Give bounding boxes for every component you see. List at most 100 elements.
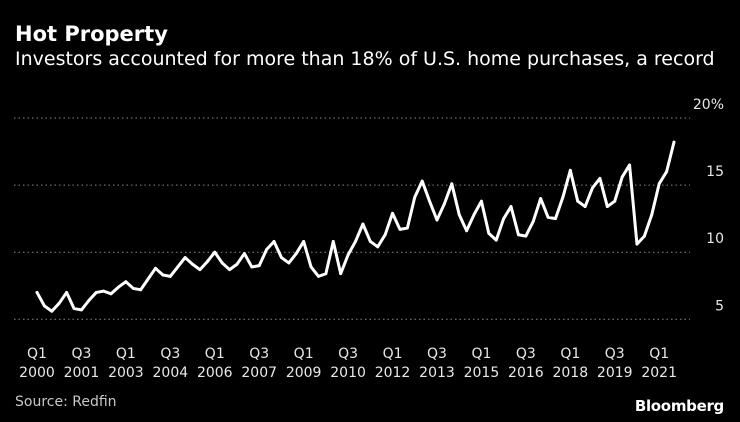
data-point: [420, 179, 424, 183]
x-tick-year-2021: 2021: [641, 365, 677, 381]
data-point: [531, 219, 535, 223]
x-tick-quarter-2007: Q3: [249, 346, 269, 362]
data-point: [117, 285, 120, 289]
chart-title: Hot Property: [15, 22, 168, 46]
x-tick-quarter-2021: Q1: [649, 346, 669, 362]
data-point: [517, 233, 520, 237]
data-point: [80, 308, 83, 312]
y-tick-label-20: 20%: [693, 97, 724, 113]
x-tick-year-2007: 2007: [241, 365, 277, 381]
data-point: [672, 140, 676, 144]
data-point: [650, 213, 654, 217]
data-point: [487, 232, 491, 235]
data-point: [205, 260, 209, 263]
x-tick-year-2016: 2016: [508, 365, 544, 381]
data-point: [657, 182, 661, 186]
data-point: [413, 195, 417, 199]
data-point: [576, 199, 580, 203]
data-point: [398, 227, 402, 231]
data-point: [457, 213, 461, 217]
data-point: [294, 252, 298, 255]
data-point: [361, 222, 365, 226]
data-point: [183, 256, 187, 259]
data-point: [628, 163, 631, 167]
data-point: [472, 213, 476, 217]
data-point: [220, 261, 224, 265]
series-line-investor-share: [35, 140, 676, 313]
data-point: [346, 253, 350, 257]
bloomberg-logo: Bloomberg: [634, 397, 724, 415]
data-point: [613, 199, 617, 203]
chart-subtitle: Investors accounted for more than 18% of…: [15, 48, 715, 70]
x-tick-year-2013: 2013: [419, 365, 455, 381]
data-point: [383, 233, 387, 237]
data-point: [354, 240, 357, 243]
data-point: [331, 240, 335, 243]
data-point: [109, 292, 113, 296]
series-layer: [35, 140, 676, 313]
data-point: [428, 199, 431, 203]
x-tick-quarter-2016: Q3: [516, 346, 536, 362]
x-tick-year-2003: 2003: [108, 365, 144, 381]
grid-lines: [14, 117, 690, 320]
y-tick-label-15: 15: [706, 164, 724, 180]
source-note: Source: Redfin: [15, 394, 117, 410]
x-tick-quarter-2003: Q1: [116, 346, 136, 362]
data-point: [435, 218, 439, 222]
data-point: [450, 182, 454, 186]
data-point: [309, 265, 313, 269]
data-point: [35, 291, 39, 294]
x-tick-quarter-2019: Q3: [605, 346, 625, 362]
data-point: [228, 268, 231, 272]
y-tick-label-5: 5: [715, 298, 724, 314]
data-point: [339, 272, 343, 276]
data-point: [198, 268, 202, 272]
data-point: [368, 240, 372, 243]
data-point: [442, 202, 446, 206]
x-tick-quarter-2012: Q1: [383, 346, 403, 362]
data-point: [554, 217, 557, 221]
x-tick-year-2018: 2018: [552, 365, 588, 381]
x-tick-quarter-2009: Q1: [294, 346, 314, 362]
data-point: [598, 176, 602, 180]
data-point: [87, 299, 91, 302]
data-point: [561, 195, 565, 199]
data-point: [376, 245, 380, 249]
data-point: [287, 261, 291, 265]
data-point: [591, 186, 594, 190]
x-tick-year-2015: 2015: [464, 365, 500, 381]
data-point: [176, 265, 180, 269]
x-tick-year-2004: 2004: [153, 365, 189, 381]
data-point: [391, 211, 394, 215]
data-point: [480, 199, 483, 203]
x-tick-quarter-2000: Q1: [27, 346, 47, 362]
y-tick-label-10: 10: [706, 231, 724, 247]
data-point: [265, 248, 269, 251]
data-point: [146, 277, 150, 281]
data-point: [242, 252, 246, 255]
data-point: [168, 274, 172, 278]
x-tick-quarter-2015: Q1: [471, 346, 491, 362]
data-point: [250, 265, 254, 269]
data-point: [317, 274, 320, 278]
data-point: [102, 289, 106, 293]
data-point: [568, 168, 572, 172]
x-tick-quarter-2006: Q1: [205, 346, 225, 362]
data-point: [43, 304, 46, 308]
x-tick-year-2009: 2009: [286, 365, 322, 381]
x-tick-year-2019: 2019: [597, 365, 633, 381]
data-point: [635, 242, 639, 246]
data-point: [524, 234, 528, 238]
data-point: [280, 256, 283, 259]
x-tick-quarter-2004: Q3: [160, 346, 180, 362]
data-point: [642, 234, 646, 238]
data-point: [131, 287, 135, 290]
data-point: [57, 301, 61, 305]
x-tick-quarter-2010: Q3: [338, 346, 358, 362]
data-point: [154, 266, 157, 270]
data-point: [139, 288, 143, 292]
data-point: [583, 205, 587, 208]
data-point: [213, 250, 217, 254]
x-axis-ticks: Q1 2000 Q3 2001 Q1 2003 Q3 2004 Q1 2006 Q3 2007 Q1 20…: [19, 346, 677, 381]
